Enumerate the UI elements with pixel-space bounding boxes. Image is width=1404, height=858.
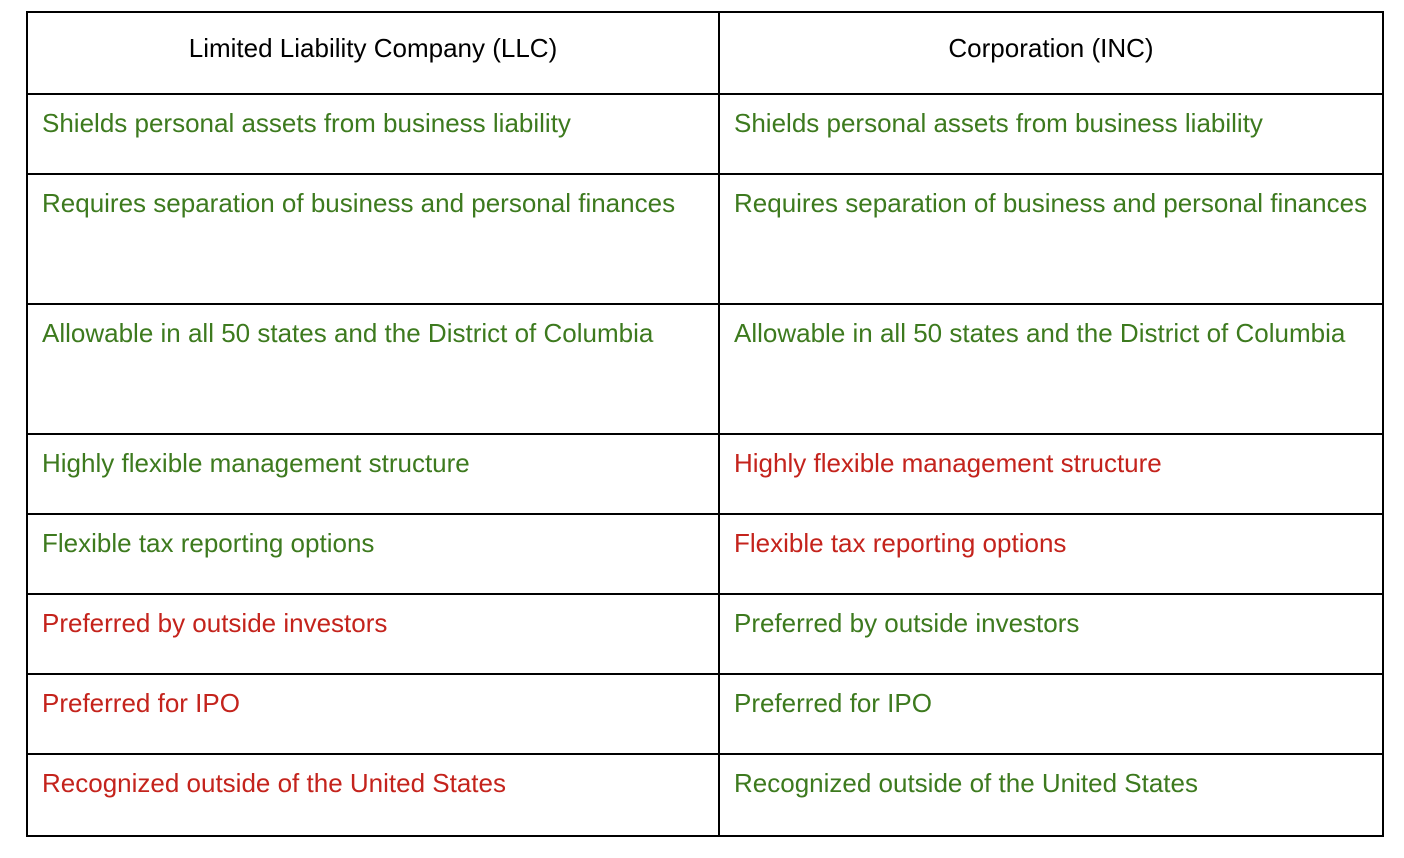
inc-cell: Requires separation of business and pers… bbox=[718, 173, 1384, 305]
table-row: Allowable in all 50 states and the Distr… bbox=[26, 303, 1384, 435]
table-row: Recognized outside of the United States … bbox=[26, 753, 1384, 837]
table-row: Highly flexible management structure Hig… bbox=[26, 433, 1384, 515]
llc-cell: Preferred by outside investors bbox=[26, 593, 720, 675]
table-row: Requires separation of business and pers… bbox=[26, 173, 1384, 305]
llc-cell: Recognized outside of the United States bbox=[26, 753, 720, 837]
inc-column-header: Corporation (INC) bbox=[718, 11, 1384, 95]
llc-cell: Preferred for IPO bbox=[26, 673, 720, 755]
inc-cell: Recognized outside of the United States bbox=[718, 753, 1384, 837]
llc-cell: Allowable in all 50 states and the Distr… bbox=[26, 303, 720, 435]
llc-cell: Shields personal assets from business li… bbox=[26, 93, 720, 175]
inc-cell: Flexible tax reporting options bbox=[718, 513, 1384, 595]
inc-cell: Allowable in all 50 states and the Distr… bbox=[718, 303, 1384, 435]
llc-cell: Highly flexible management structure bbox=[26, 433, 720, 515]
table-row: Shields personal assets from business li… bbox=[26, 93, 1384, 175]
inc-cell: Shields personal assets from business li… bbox=[718, 93, 1384, 175]
table-header-row: Limited Liability Company (LLC) Corporat… bbox=[26, 11, 1384, 95]
inc-cell: Highly flexible management structure bbox=[718, 433, 1384, 515]
llc-cell: Requires separation of business and pers… bbox=[26, 173, 720, 305]
llc-cell: Flexible tax reporting options bbox=[26, 513, 720, 595]
inc-cell: Preferred by outside investors bbox=[718, 593, 1384, 675]
table-row: Flexible tax reporting options Flexible … bbox=[26, 513, 1384, 595]
comparison-table: Limited Liability Company (LLC) Corporat… bbox=[26, 11, 1384, 837]
inc-cell: Preferred for IPO bbox=[718, 673, 1384, 755]
table-row: Preferred for IPO Preferred for IPO bbox=[26, 673, 1384, 755]
llc-column-header: Limited Liability Company (LLC) bbox=[26, 11, 720, 95]
table-row: Preferred by outside investors Preferred… bbox=[26, 593, 1384, 675]
